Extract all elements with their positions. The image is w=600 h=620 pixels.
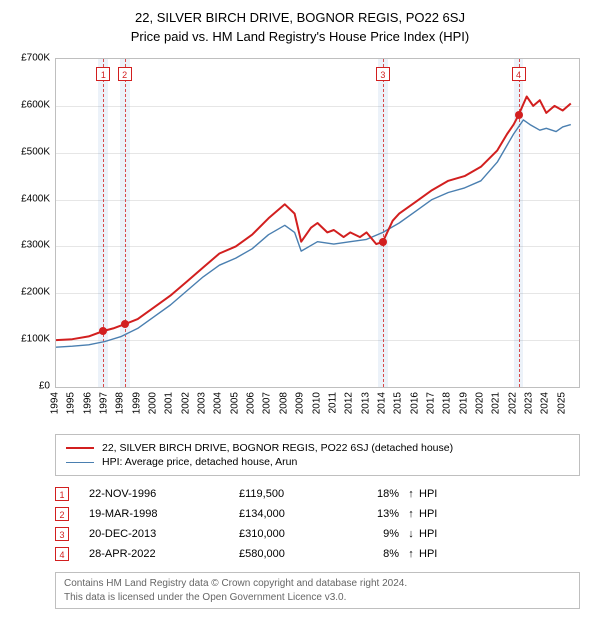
sale-marker-ref: 1 xyxy=(55,487,69,501)
footer-line-2: This data is licensed under the Open Gov… xyxy=(64,591,571,605)
page: 22, SILVER BIRCH DRIVE, BOGNOR REGIS, PO… xyxy=(0,0,600,620)
legend-label-hpi: HPI: Average price, detached house, Arun xyxy=(102,456,297,468)
x-axis-tick-label: 2007 xyxy=(262,392,273,414)
x-axis-tick-label: 2000 xyxy=(148,392,159,414)
attribution-footer: Contains HM Land Registry data © Crown c… xyxy=(55,572,580,609)
x-axis-tick-label: 1998 xyxy=(115,392,126,414)
x-axis-tick-label: 2020 xyxy=(474,392,485,414)
y-axis-tick-label: £400K xyxy=(21,193,50,204)
sale-date: 28-APR-2022 xyxy=(89,548,239,560)
legend-item-property: 22, SILVER BIRCH DRIVE, BOGNOR REGIS, PO… xyxy=(66,441,569,455)
x-axis-tick-label: 2003 xyxy=(197,392,208,414)
sale-hpi-label: HPI xyxy=(419,548,459,560)
table-row: 2 19-MAR-1998£134,00013%↑HPI xyxy=(55,504,580,524)
y-axis-tick-label: £700K xyxy=(21,53,50,64)
table-row: 4 28-APR-2022£580,0008%↑HPI xyxy=(55,544,580,564)
x-axis-tick-label: 1997 xyxy=(99,392,110,414)
x-axis-tick-label: 2010 xyxy=(311,392,322,414)
y-axis-tick-label: £500K xyxy=(21,146,50,157)
x-axis-tick-label: 2015 xyxy=(393,392,404,414)
sale-price: £134,000 xyxy=(239,508,349,520)
x-axis-tick-label: 2012 xyxy=(344,392,355,414)
x-axis-tick-label: 1999 xyxy=(131,392,142,414)
sale-direction-icon: ↑ xyxy=(403,508,419,520)
chart-lines xyxy=(56,59,579,387)
sale-delta: 9% xyxy=(349,528,403,540)
sale-delta: 18% xyxy=(349,488,403,500)
x-axis-tick-label: 2017 xyxy=(425,392,436,414)
chart-legend: 22, SILVER BIRCH DRIVE, BOGNOR REGIS, PO… xyxy=(55,434,580,476)
sale-hpi-label: HPI xyxy=(419,508,459,520)
sales-table: 122-NOV-1996£119,50018%↑HPI219-MAR-1998£… xyxy=(55,484,580,564)
x-axis-tick-label: 2011 xyxy=(327,392,338,414)
x-axis-tick-label: 2024 xyxy=(540,392,551,414)
x-axis-tick-label: 2016 xyxy=(409,392,420,414)
x-axis-tick-label: 2023 xyxy=(523,392,534,414)
x-axis-tick-label: 2018 xyxy=(442,392,453,414)
sale-point-3 xyxy=(379,238,387,246)
x-axis-tick-label: 2022 xyxy=(507,392,518,414)
sale-direction-icon: ↓ xyxy=(403,528,419,540)
sale-price: £310,000 xyxy=(239,528,349,540)
x-axis-tick-label: 2001 xyxy=(164,392,175,414)
sale-price: £119,500 xyxy=(239,488,349,500)
sale-marker-4: 4 xyxy=(512,67,526,81)
sale-marker-3: 3 xyxy=(376,67,390,81)
legend-label-property: 22, SILVER BIRCH DRIVE, BOGNOR REGIS, PO… xyxy=(102,442,453,454)
sale-hpi-label: HPI xyxy=(419,528,459,540)
x-axis-tick-label: 2005 xyxy=(229,392,240,414)
sale-direction-icon: ↑ xyxy=(403,548,419,560)
legend-swatch-property xyxy=(66,447,94,449)
table-row: 3 20-DEC-2013£310,0009%↓HPI xyxy=(55,524,580,544)
sale-marker-ref: 4 xyxy=(55,547,69,561)
chart-subtitle: Price paid vs. HM Land Registry's House … xyxy=(0,25,600,50)
x-axis-tick-label: 1996 xyxy=(82,392,93,414)
sale-marker-2: 2 xyxy=(118,67,132,81)
x-axis-tick-label: 2019 xyxy=(458,392,469,414)
y-axis-tick-label: £200K xyxy=(21,287,50,298)
x-axis-tick-label: 1994 xyxy=(50,392,61,414)
y-axis-tick-label: £100K xyxy=(21,334,50,345)
price-chart: 12 3 4 xyxy=(55,58,580,388)
sale-direction-icon: ↑ xyxy=(403,488,419,500)
x-axis-tick-label: 2013 xyxy=(360,392,371,414)
x-axis-tick-label: 2025 xyxy=(556,392,567,414)
sale-marker-ref: 2 xyxy=(55,507,69,521)
footer-line-1: Contains HM Land Registry data © Crown c… xyxy=(64,577,571,591)
sale-date: 19-MAR-1998 xyxy=(89,508,239,520)
sale-date: 20-DEC-2013 xyxy=(89,528,239,540)
sale-delta: 8% xyxy=(349,548,403,560)
sale-marker-1: 1 xyxy=(96,67,110,81)
legend-item-hpi: HPI: Average price, detached house, Arun xyxy=(66,455,569,469)
sale-marker-ref: 3 xyxy=(55,527,69,541)
sale-point-4 xyxy=(515,111,523,119)
x-axis-tick-label: 2006 xyxy=(246,392,257,414)
sale-point-1 xyxy=(99,327,107,335)
table-row: 1 22-NOV-1996£119,50018%↑HPI xyxy=(55,484,580,504)
x-axis-tick-label: 2002 xyxy=(180,392,191,414)
x-axis-tick-label: 2004 xyxy=(213,392,224,414)
y-axis-tick-label: £600K xyxy=(21,99,50,110)
legend-swatch-hpi xyxy=(66,462,94,463)
x-axis-tick-label: 2021 xyxy=(491,392,502,414)
x-axis-tick-label: 2008 xyxy=(278,392,289,414)
y-axis-tick-label: £300K xyxy=(21,240,50,251)
x-axis-tick-label: 2009 xyxy=(295,392,306,414)
y-axis-tick-label: £0 xyxy=(39,381,50,392)
sale-delta: 13% xyxy=(349,508,403,520)
chart-title: 22, SILVER BIRCH DRIVE, BOGNOR REGIS, PO… xyxy=(0,0,600,25)
x-axis-tick-label: 1995 xyxy=(66,392,77,414)
sale-date: 22-NOV-1996 xyxy=(89,488,239,500)
sale-point-2 xyxy=(121,320,129,328)
sale-hpi-label: HPI xyxy=(419,488,459,500)
x-axis-tick-label: 2014 xyxy=(376,392,387,414)
sale-price: £580,000 xyxy=(239,548,349,560)
series-line-property xyxy=(56,97,571,341)
